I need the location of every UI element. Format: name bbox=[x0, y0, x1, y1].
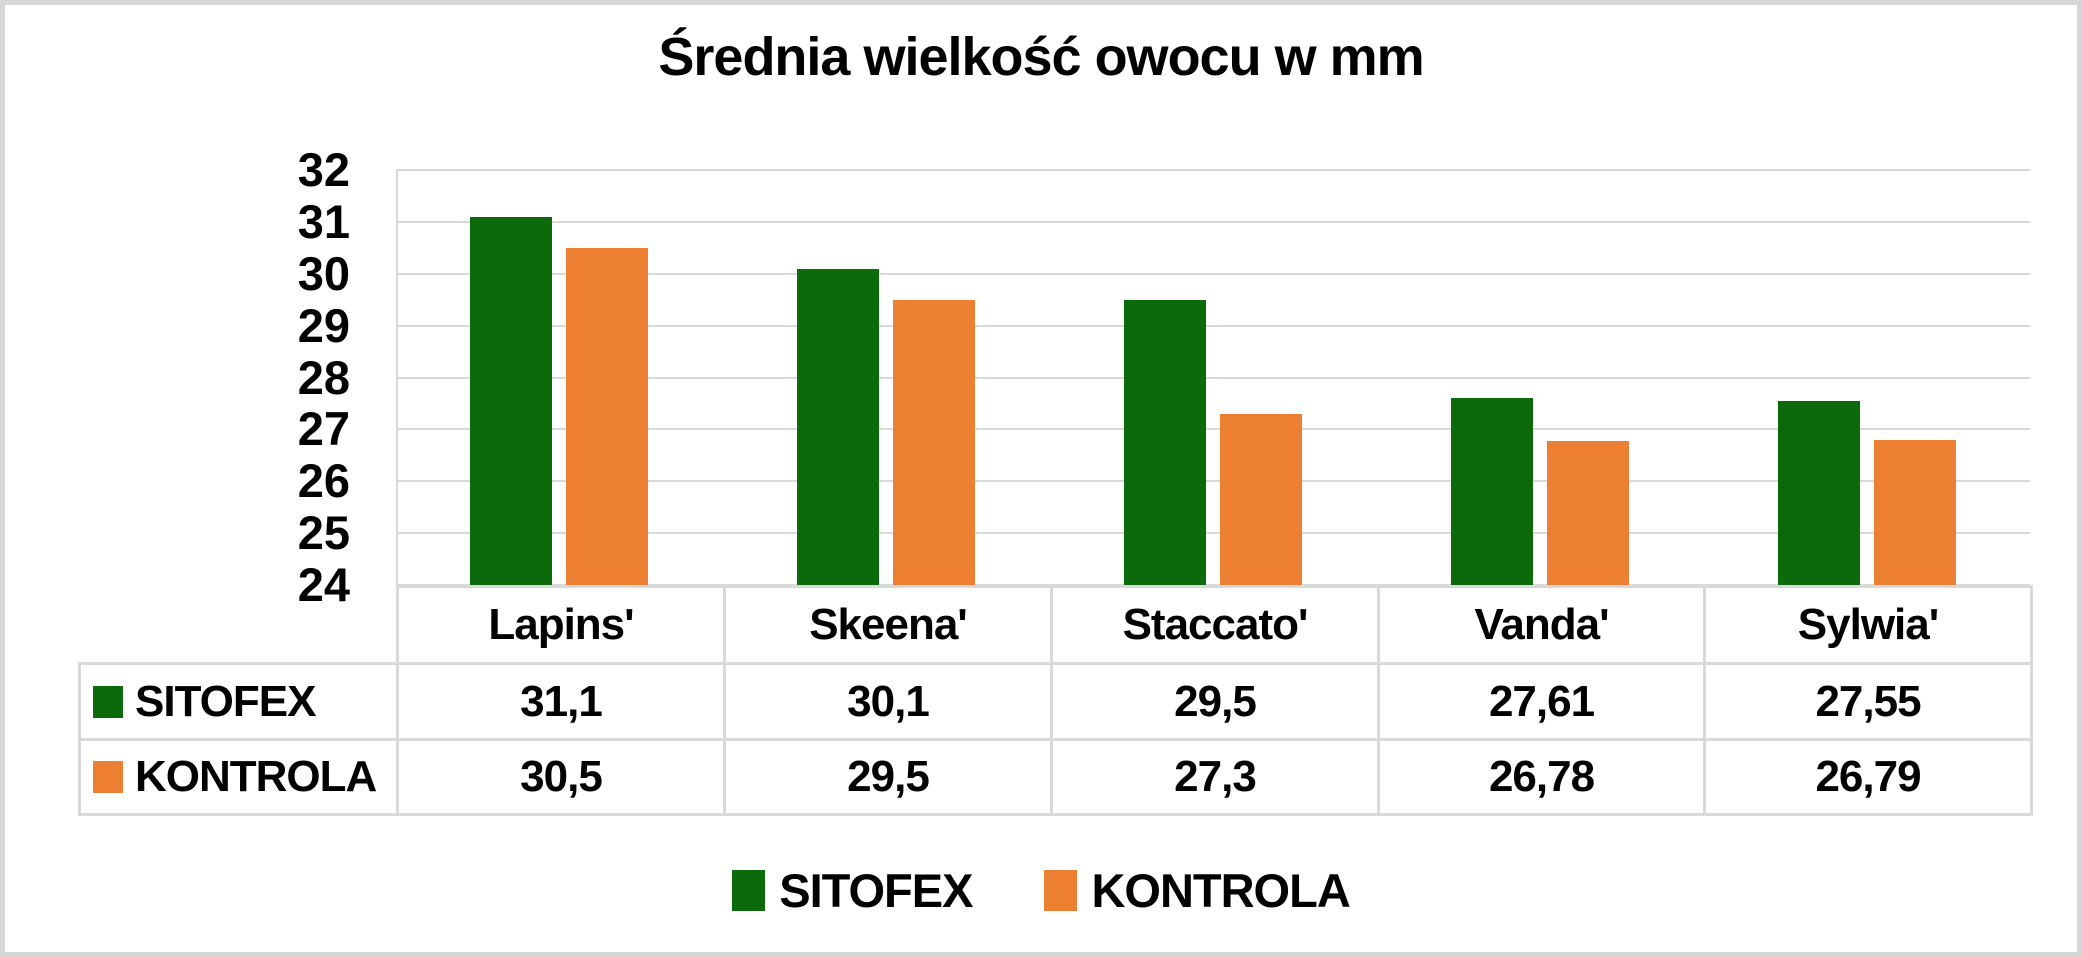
table-row-header: SITOFEX bbox=[78, 662, 399, 741]
gridline bbox=[396, 428, 2030, 431]
table-cell: 27,55 bbox=[1703, 662, 2033, 741]
table-header-cell: Staccato' bbox=[1050, 585, 1380, 665]
table-header-cell: Vanda' bbox=[1377, 585, 1706, 665]
table-cell: 31,1 bbox=[396, 662, 726, 741]
y-axis-tick-label: 31 bbox=[297, 194, 350, 248]
table-cell: 27,61 bbox=[1377, 662, 1706, 741]
bar-kontrola-lapins bbox=[566, 247, 649, 585]
table-cell: 29,5 bbox=[723, 738, 1053, 816]
table-cell: 27,3 bbox=[1050, 738, 1380, 816]
gridline bbox=[396, 532, 2030, 535]
bar-kontrola-staccato bbox=[1220, 413, 1302, 585]
series-swatch-icon bbox=[93, 761, 123, 793]
table-cell: 30,5 bbox=[396, 738, 726, 816]
y-axis-tick-label: 25 bbox=[297, 506, 350, 560]
legend-item-kontrola: KONTROLA bbox=[1044, 863, 1351, 918]
bar-sitofex-staccato bbox=[1124, 299, 1206, 585]
gridline bbox=[396, 169, 2030, 171]
bar-sitofex-sylwia bbox=[1777, 400, 1860, 585]
table-row: KONTROLA 30,5 29,5 27,3 26,78 26,79 bbox=[78, 738, 2033, 816]
bar-sitofex-lapins bbox=[470, 216, 553, 585]
gridline bbox=[396, 220, 2030, 223]
table-header-cell: Lapins' bbox=[396, 585, 726, 665]
table-cell: 26,78 bbox=[1377, 738, 1706, 816]
gridline bbox=[396, 324, 2030, 327]
table-header-cell: Sylwia' bbox=[1703, 585, 2033, 665]
table-row: SITOFEX 31,1 30,1 29,5 27,61 27,55 bbox=[78, 662, 2033, 741]
table-cell: 29,5 bbox=[1050, 662, 1380, 741]
y-axis-line bbox=[396, 170, 398, 585]
legend-label: SITOFEX bbox=[779, 863, 973, 917]
legend-item-sitofex: SITOFEX bbox=[732, 863, 973, 918]
legend-swatch-icon bbox=[1044, 869, 1078, 911]
data-table: Lapins' Skeena' Staccato' Vanda' Sylwia' SITO… bbox=[78, 585, 2033, 816]
table-row-header: KONTROLA bbox=[78, 738, 399, 816]
y-axis-tick-label: 32 bbox=[297, 143, 350, 196]
y-axis-tick-label: 28 bbox=[297, 350, 350, 404]
gridline bbox=[396, 480, 2030, 483]
y-axis-tick-label: 24 bbox=[297, 558, 350, 611]
table-cell: 30,1 bbox=[723, 662, 1053, 741]
y-axis-tick-label: 30 bbox=[297, 246, 350, 300]
y-axis-tick-label: 27 bbox=[297, 402, 350, 456]
y-axis-tick-label: 29 bbox=[297, 298, 350, 352]
gridline bbox=[396, 584, 2030, 586]
legend-swatch-icon bbox=[732, 869, 766, 911]
bar-kontrola-vanda bbox=[1546, 440, 1629, 585]
table-header-row: Lapins' Skeena' Staccato' Vanda' Sylwia' bbox=[80, 585, 2033, 665]
gridline bbox=[396, 376, 2030, 379]
series-swatch-icon bbox=[93, 685, 123, 718]
gridline bbox=[396, 272, 2030, 275]
chart-title: Średnia wielkość owocu w mm bbox=[658, 27, 1424, 87]
bar-sitofex-skeena bbox=[797, 268, 880, 585]
table-header-cell: Skeena' bbox=[723, 585, 1053, 665]
legend-label: KONTROLA bbox=[1091, 863, 1350, 917]
series-name: SITOFEX bbox=[135, 676, 316, 726]
table-cell: 26,79 bbox=[1703, 738, 2033, 816]
y-axis-tick-label: 26 bbox=[297, 454, 350, 508]
bar-sitofex-vanda bbox=[1450, 397, 1533, 585]
bar-kontrola-skeena bbox=[893, 299, 976, 585]
series-name: KONTROLA bbox=[135, 752, 377, 801]
chart-legend: SITOFEX KONTROLA bbox=[0, 855, 2082, 925]
bar-kontrola-sylwia bbox=[1873, 440, 1956, 585]
